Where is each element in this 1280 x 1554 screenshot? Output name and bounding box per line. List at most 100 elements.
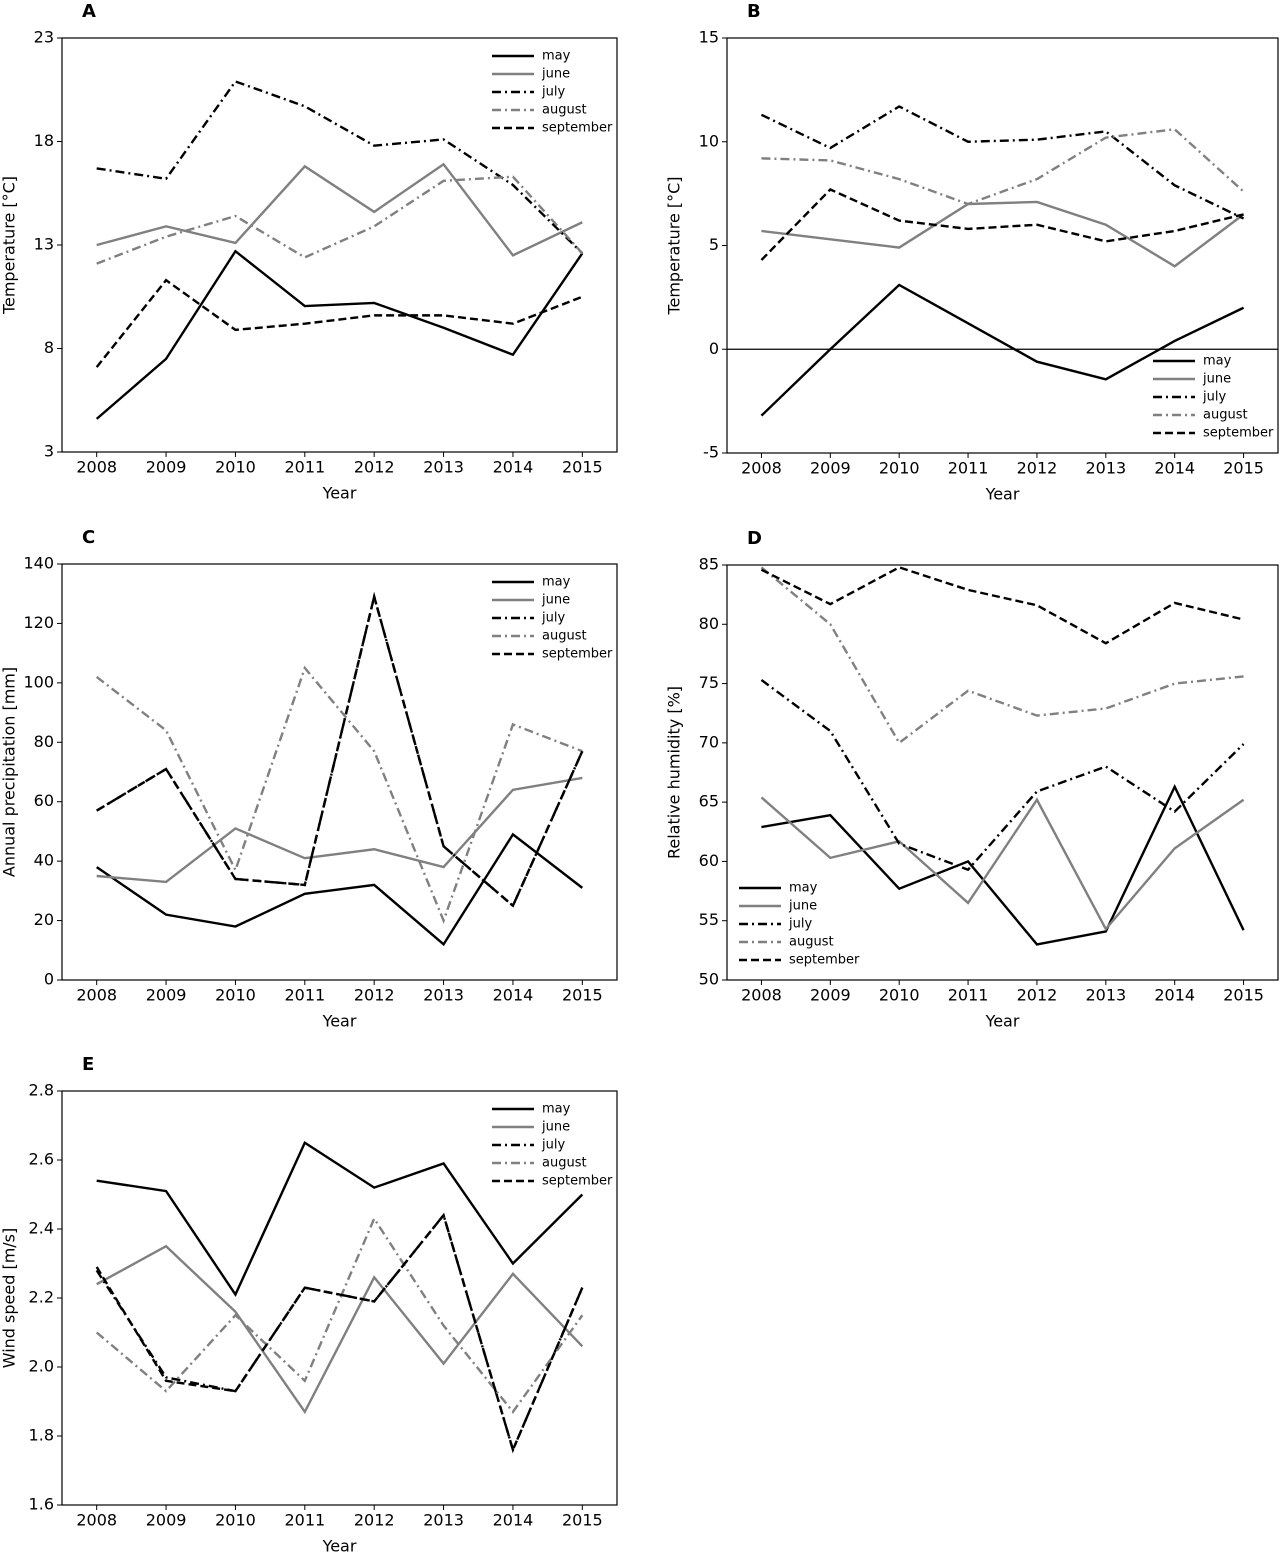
legend-label: august bbox=[542, 629, 587, 644]
x-tick-label: 2010 bbox=[879, 459, 920, 478]
x-tick-label: 2010 bbox=[215, 986, 256, 1005]
panel-title: D bbox=[747, 528, 762, 549]
legend-label: september bbox=[542, 647, 613, 662]
x-tick-label: 2014 bbox=[493, 458, 534, 477]
x-tick-label: 2010 bbox=[879, 986, 920, 1005]
x-tick-label: 2015 bbox=[562, 986, 603, 1005]
x-tick-label: 2015 bbox=[1223, 986, 1264, 1005]
legend-label: july bbox=[541, 85, 565, 100]
y-tick-label: 60 bbox=[699, 851, 719, 870]
legend-label: june bbox=[788, 899, 817, 914]
legend-label: july bbox=[541, 611, 565, 626]
legend-label: august bbox=[1203, 408, 1248, 423]
y-tick-label: 1.8 bbox=[29, 1426, 54, 1445]
x-tick-label: 2013 bbox=[423, 1511, 464, 1530]
x-tick-label: 2009 bbox=[810, 986, 851, 1005]
y-axis-label: Annual precipitation [mm] bbox=[0, 667, 19, 877]
x-tick-label: 2012 bbox=[354, 1511, 395, 1530]
series-line bbox=[95, 1216, 584, 1414]
y-axis-label: Wind speed [m/s] bbox=[0, 1228, 19, 1369]
series-line bbox=[96, 1244, 584, 1415]
y-tick-label: 18 bbox=[34, 131, 54, 150]
y-tick-label: 0 bbox=[44, 970, 54, 989]
y-tick-label: 80 bbox=[699, 614, 719, 633]
y-tick-label: 1.6 bbox=[29, 1495, 54, 1514]
series-line bbox=[761, 128, 1245, 206]
y-tick-label: 3 bbox=[44, 442, 54, 461]
plot-frame bbox=[726, 37, 1279, 454]
y-tick-label: 15 bbox=[699, 28, 719, 47]
series-line bbox=[761, 783, 1245, 946]
series-line bbox=[95, 1212, 584, 1454]
y-tick-label: 13 bbox=[34, 235, 54, 254]
y-tick-label: -5 bbox=[703, 443, 719, 462]
series-line bbox=[95, 249, 584, 420]
series-line bbox=[96, 162, 583, 257]
x-tick-label: 2009 bbox=[146, 986, 187, 1005]
y-tick-label: 40 bbox=[34, 851, 54, 870]
legend-label: july bbox=[788, 917, 812, 932]
x-tick-label: 2011 bbox=[284, 458, 325, 477]
x-tick-label: 2013 bbox=[423, 458, 464, 477]
legend-label: may bbox=[542, 1102, 571, 1117]
y-tick-label: 85 bbox=[699, 555, 719, 574]
x-axis-label: Year bbox=[322, 484, 357, 503]
x-tick-label: 2011 bbox=[284, 986, 325, 1005]
legend-label: june bbox=[541, 1120, 570, 1135]
x-tick-label: 2014 bbox=[1154, 986, 1195, 1005]
x-tick-label: 2009 bbox=[810, 459, 851, 478]
panel: D Year Relative humidity [%] 50 55 60 65 70 75 80… bbox=[665, 528, 1279, 1031]
x-tick-label: 2008 bbox=[76, 1511, 117, 1530]
x-tick-label: 2011 bbox=[948, 986, 989, 1005]
panel-title: C bbox=[82, 527, 95, 548]
series-line bbox=[760, 566, 1244, 645]
x-tick-label: 2008 bbox=[76, 986, 117, 1005]
legend-label: august bbox=[542, 103, 587, 118]
legend-label: september bbox=[789, 953, 860, 968]
legend-label: june bbox=[541, 67, 570, 82]
legend-label: may bbox=[542, 575, 571, 590]
panel-title: B bbox=[747, 1, 761, 22]
legend-label: may bbox=[789, 881, 818, 896]
legend-label: august bbox=[542, 1156, 587, 1171]
legend-label: may bbox=[542, 49, 571, 64]
x-tick-label: 2013 bbox=[423, 986, 464, 1005]
y-tick-label: 50 bbox=[699, 970, 719, 989]
series-line bbox=[96, 175, 584, 265]
legend-label: september bbox=[1203, 426, 1274, 441]
x-tick-label: 2008 bbox=[741, 986, 782, 1005]
panel: C Year Annual precipitation [mm] 0 20 40 60 80 1… bbox=[0, 527, 618, 1031]
x-axis-label: Year bbox=[985, 485, 1020, 504]
y-axis-label: Temperature [°C] bbox=[0, 176, 19, 315]
x-tick-label: 2009 bbox=[146, 1511, 187, 1530]
x-tick-label: 2008 bbox=[76, 458, 117, 477]
y-tick-label: 20 bbox=[34, 910, 54, 929]
y-tick-label: 2.0 bbox=[29, 1357, 54, 1376]
y-tick-label: 65 bbox=[699, 792, 719, 811]
y-axis-label: Temperature [°C] bbox=[665, 176, 684, 315]
y-tick-label: 2.6 bbox=[29, 1150, 54, 1169]
x-tick-label: 2011 bbox=[948, 459, 989, 478]
series-line bbox=[96, 832, 584, 947]
x-tick-label: 2015 bbox=[562, 1511, 603, 1530]
series-line bbox=[96, 591, 584, 908]
legend-label: june bbox=[1202, 372, 1231, 387]
y-tick-label: 2.2 bbox=[29, 1288, 54, 1307]
x-tick-label: 2012 bbox=[354, 458, 395, 477]
x-tick-label: 2013 bbox=[1085, 986, 1126, 1005]
y-axis-label: Relative humidity [%] bbox=[665, 686, 684, 859]
series-line bbox=[760, 105, 1245, 220]
y-tick-label: 2.8 bbox=[29, 1081, 54, 1100]
x-tick-label: 2014 bbox=[493, 986, 534, 1005]
panel-title: A bbox=[82, 1, 96, 22]
y-tick-label: 60 bbox=[34, 791, 54, 810]
x-axis-label: Year bbox=[322, 1012, 357, 1031]
x-axis-label: Year bbox=[985, 1012, 1020, 1031]
x-tick-label: 2010 bbox=[215, 1511, 256, 1530]
series-line bbox=[760, 679, 1245, 872]
y-tick-label: 55 bbox=[699, 910, 719, 929]
x-tick-label: 2008 bbox=[741, 459, 782, 478]
legend-label: august bbox=[789, 935, 834, 950]
plot-frame bbox=[726, 564, 1279, 981]
